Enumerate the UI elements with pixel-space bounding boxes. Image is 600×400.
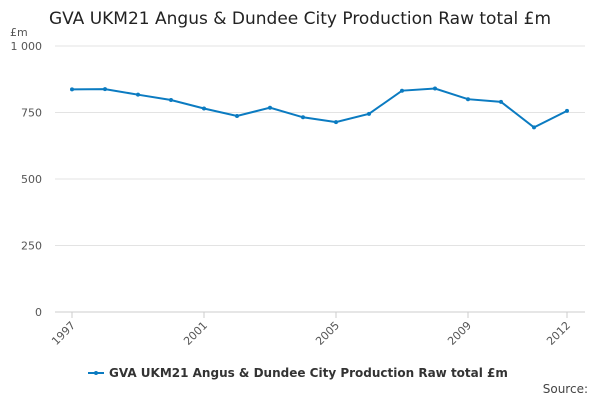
data-point (268, 105, 272, 110)
x-tick-label: 2009 (445, 319, 474, 348)
data-point (334, 120, 338, 125)
data-point (565, 108, 569, 113)
data-point (235, 113, 239, 118)
data-point (400, 88, 404, 93)
data-point (301, 115, 305, 120)
series-line (71, 87, 568, 129)
y-tick-label: 250 (21, 240, 42, 253)
x-tick-label: 1997 (49, 319, 78, 348)
data-point (103, 87, 107, 92)
x-tick-label: 2012 (544, 319, 573, 348)
data-point (136, 92, 140, 97)
y-tick-label: 1 000 (11, 40, 43, 53)
data-point (202, 106, 206, 111)
chart-title: GVA UKM21 Angus & Dundee City Production… (49, 9, 551, 29)
y-tick-label: 0 (35, 306, 42, 319)
data-point (70, 87, 74, 92)
legend-marker (94, 371, 98, 375)
x-tick-label: 2005 (313, 319, 342, 348)
legend-label: GVA UKM21 Angus & Dundee City Production… (109, 366, 508, 380)
y-tick-label: 750 (21, 107, 42, 120)
x-tick-label: 2001 (181, 319, 210, 348)
y-tick-label: 500 (21, 173, 42, 186)
data-point (532, 125, 536, 130)
data-point (499, 99, 503, 104)
y-axis-label: £m (10, 26, 28, 39)
data-point (169, 97, 173, 102)
source: Source: (543, 382, 588, 396)
data-point (367, 111, 371, 116)
data-point (466, 97, 470, 102)
data-point (433, 86, 437, 91)
